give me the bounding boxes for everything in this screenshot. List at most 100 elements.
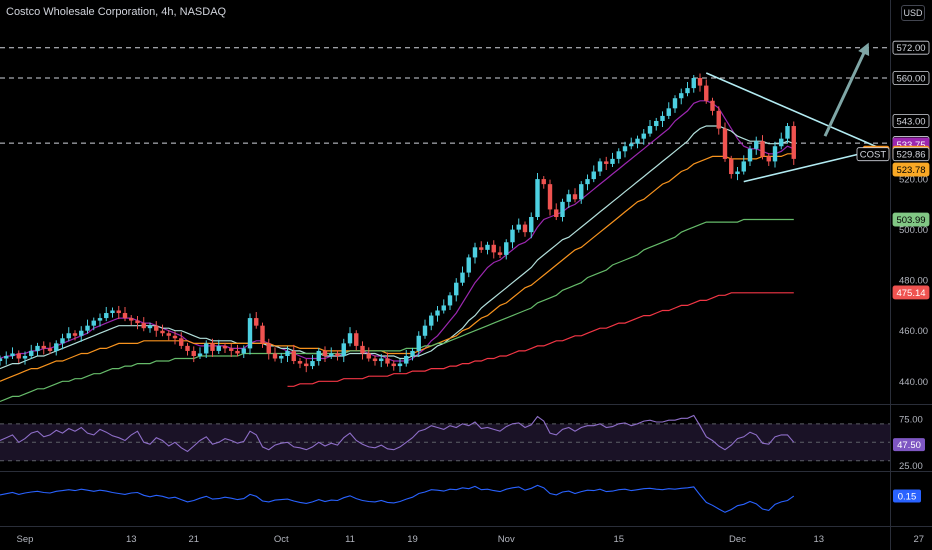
candle-body — [416, 335, 421, 351]
candle-body — [129, 318, 134, 321]
candle-body — [691, 78, 696, 89]
candle-body — [310, 361, 315, 367]
candle-body — [772, 146, 778, 162]
candle-body — [0, 358, 3, 362]
candle-body — [647, 126, 653, 134]
candle-body — [516, 224, 521, 230]
candle-body — [735, 171, 740, 175]
candle-body — [391, 363, 396, 367]
price-label-text: 533.75 — [896, 140, 925, 151]
price-label: 543.00 — [892, 114, 930, 128]
candle-body — [341, 343, 346, 356]
candle-body — [754, 141, 759, 149]
time-tick-label: 19 — [407, 534, 418, 545]
candle-body — [504, 242, 509, 255]
breakout-arrow-head — [858, 42, 870, 57]
time-tick-label: Oct — [274, 534, 289, 545]
oscillator-line — [0, 484, 795, 513]
candle-body — [779, 138, 784, 147]
candle-body — [579, 184, 584, 200]
candle-body — [441, 305, 446, 311]
time-tick-label: 15 — [613, 534, 624, 545]
candle-body — [622, 146, 628, 152]
currency-badge[interactable]: USD — [901, 5, 925, 21]
candle-body — [360, 345, 365, 354]
candle-body — [104, 313, 109, 319]
candle-body — [29, 350, 34, 356]
candle-body — [316, 350, 321, 362]
candle-body — [191, 350, 196, 356]
price-tick-label: 480.00 — [899, 276, 928, 287]
candle-body — [785, 126, 790, 139]
price-tag-box — [856, 147, 890, 162]
candle-body — [460, 272, 465, 283]
price-label-text: 572.00 — [896, 43, 925, 54]
candle-body — [79, 330, 84, 336]
candle-body — [729, 158, 734, 175]
candle-body — [4, 355, 9, 359]
candle-body — [529, 217, 534, 233]
candle-body — [654, 120, 659, 127]
candle-body — [279, 355, 284, 359]
candle-body — [160, 330, 165, 334]
price-tag-text: COST — [860, 150, 887, 161]
candle-body — [291, 350, 296, 362]
price-label-text: 475.14 — [896, 288, 925, 299]
candle-body — [222, 345, 228, 349]
time-tick-label: 11 — [345, 534, 355, 545]
candle-body — [635, 138, 640, 144]
candle-body — [122, 313, 128, 319]
candle-body — [185, 345, 190, 351]
candle-body — [410, 350, 415, 356]
candle-body — [16, 353, 21, 359]
candle-body — [472, 247, 478, 258]
candle-body — [372, 358, 378, 362]
triangle-upper-line — [705, 72, 882, 150]
candle-body — [722, 128, 728, 159]
moving-average-line — [0, 153, 794, 382]
candle-body — [235, 350, 240, 354]
candle-body — [791, 126, 796, 159]
candle-body — [97, 318, 103, 321]
candle-body — [272, 353, 278, 359]
price-label-text: 503.99 — [896, 215, 925, 226]
candle-body — [747, 148, 753, 162]
time-tick-label: 21 — [188, 534, 199, 545]
candle-body — [72, 333, 78, 336]
price-label-box — [892, 212, 930, 227]
candle-body — [610, 158, 615, 164]
candle-body — [54, 343, 59, 351]
candle-body — [366, 353, 371, 359]
candle-body — [254, 318, 259, 326]
price-label-box — [892, 114, 930, 128]
candle-body — [260, 325, 265, 344]
candle-body — [704, 85, 709, 101]
candle-body — [347, 333, 353, 344]
candle-body — [154, 325, 159, 331]
candle-body — [491, 244, 496, 253]
candle-body — [479, 247, 484, 250]
candle-body — [210, 343, 215, 351]
candle-body — [572, 194, 578, 200]
chart-title: Costco Wholesale Corporation, 4h, NASDAQ — [6, 6, 227, 18]
candle-body — [141, 323, 146, 329]
price-tick-label: 500.00 — [899, 225, 928, 236]
candle-body — [541, 179, 546, 185]
moving-average-line — [287, 292, 794, 387]
price-label: 475.14 — [892, 285, 930, 300]
candle-body — [435, 310, 440, 316]
candle-body — [554, 209, 559, 217]
rsi-tick-label: 75.00 — [899, 415, 923, 426]
moving-average-line — [0, 100, 795, 362]
candle-body — [60, 338, 65, 344]
candle-body — [497, 252, 503, 255]
candle-body — [454, 282, 459, 296]
time-tick-label: 27 — [913, 534, 924, 545]
candle-body — [385, 358, 390, 364]
candle-body — [547, 184, 553, 210]
time-tick-label: 13 — [813, 534, 824, 545]
candle-body — [741, 161, 746, 172]
candle-body — [485, 244, 490, 250]
moving-average-line — [0, 218, 794, 403]
